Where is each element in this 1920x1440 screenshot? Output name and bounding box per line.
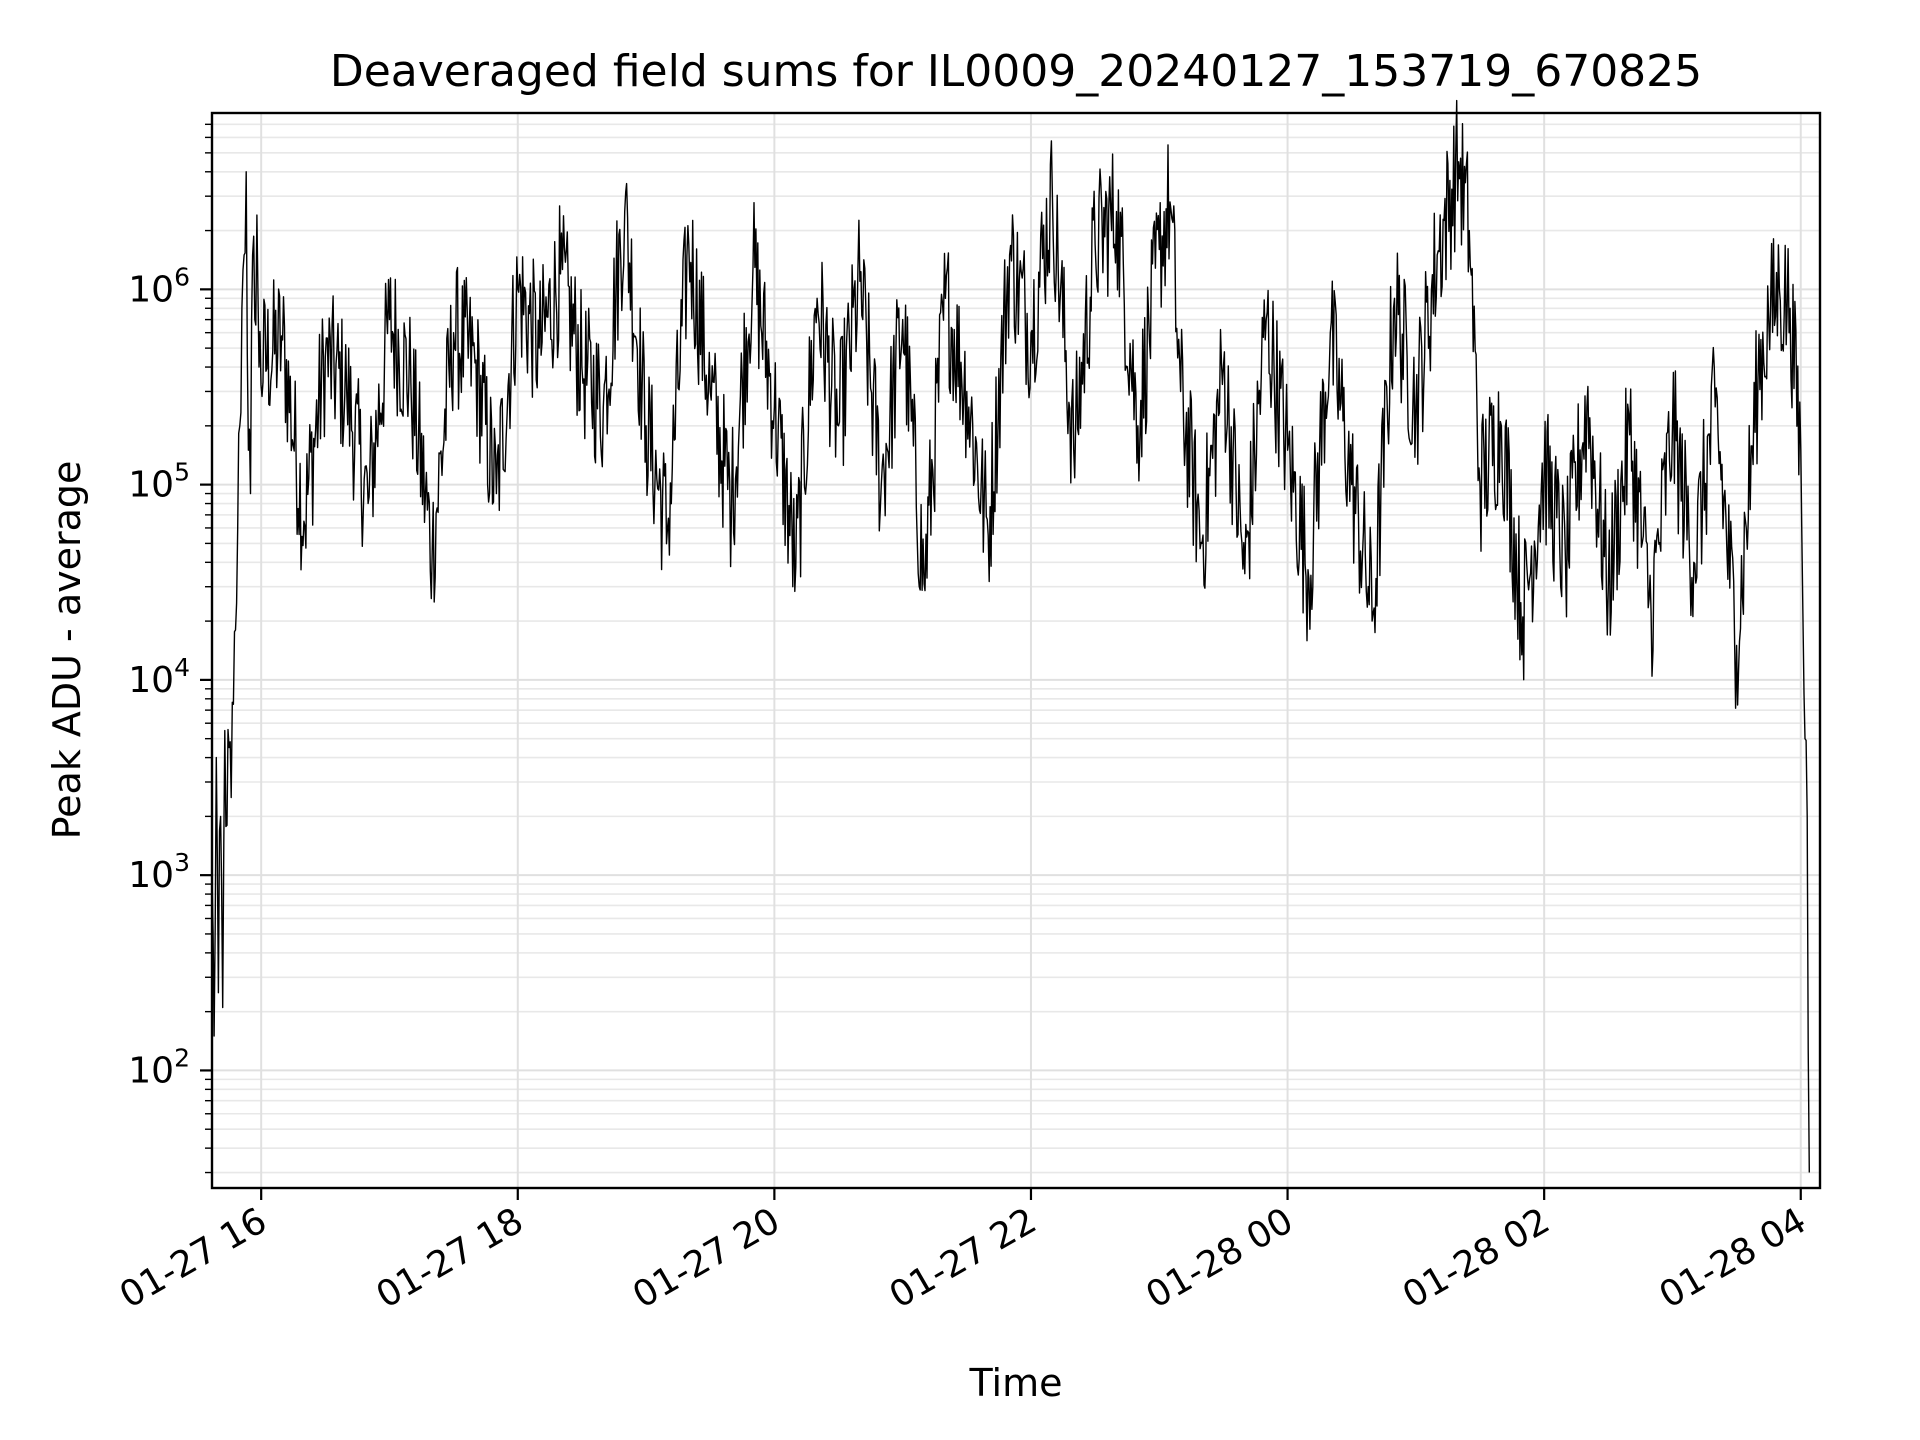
y-tick-label: 103	[128, 848, 190, 896]
x-axis-label: Time	[969, 1361, 1063, 1405]
y-tick-label: 106	[128, 262, 190, 310]
series-layer	[211, 99, 1810, 1173]
y-tick-label: 105	[128, 458, 190, 506]
grid	[212, 113, 1820, 1188]
plot-frame	[210, 111, 1822, 1190]
y-axis-label: Peak ADU - average	[45, 461, 89, 840]
y-tick-label: 104	[128, 653, 190, 701]
y-tick-label: 102	[128, 1043, 190, 1091]
series-line	[211, 99, 1810, 1173]
chart-title: Deaveraged field sums for IL0009_2024012…	[330, 46, 1702, 97]
